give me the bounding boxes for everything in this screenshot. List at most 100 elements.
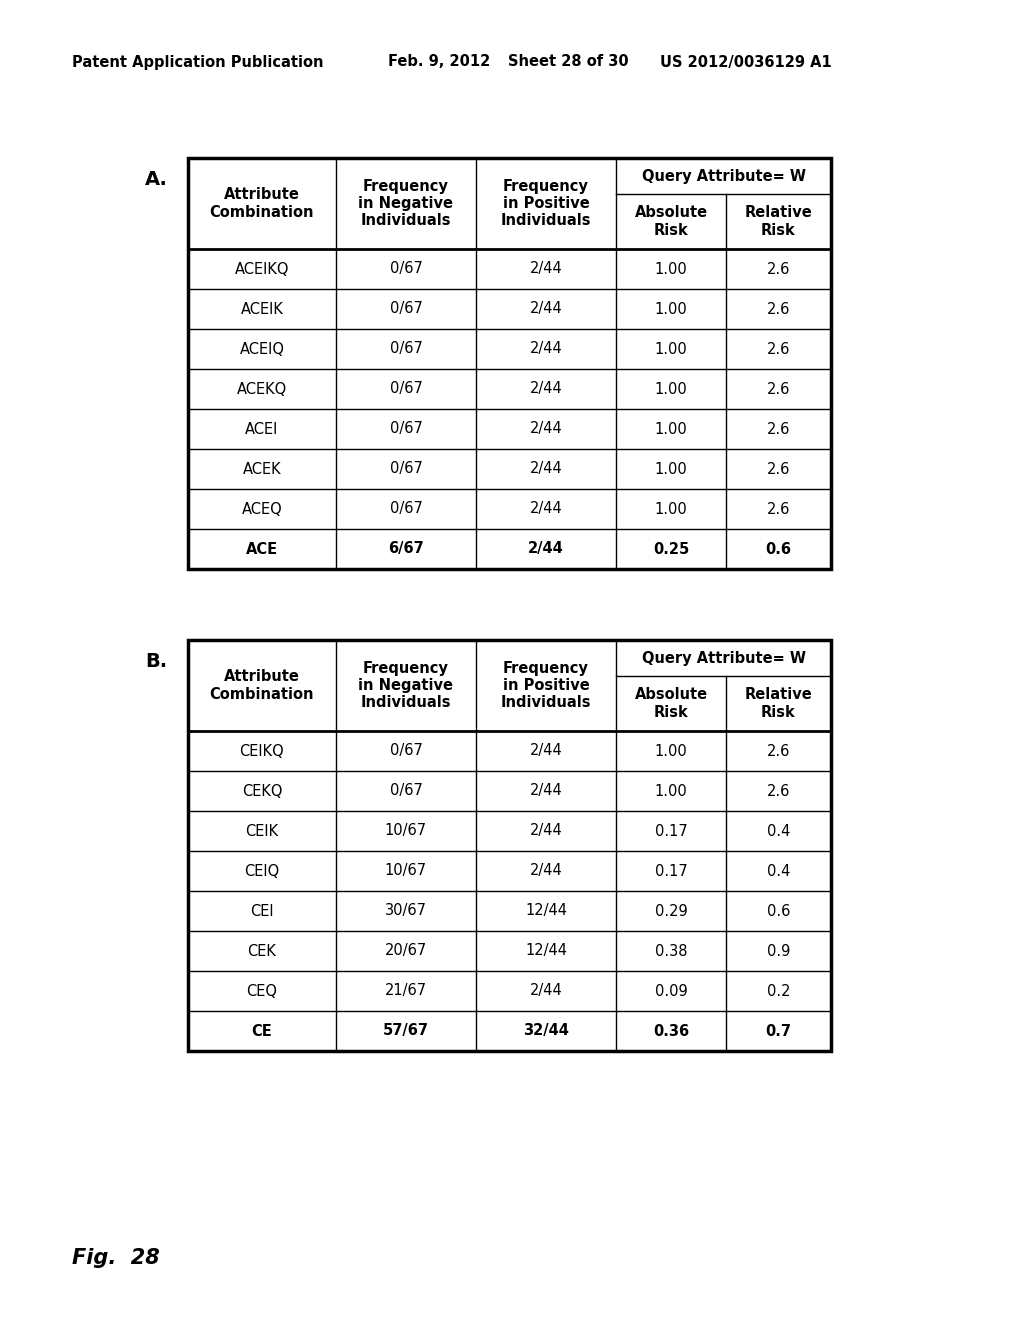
Text: 2/44: 2/44: [529, 342, 562, 356]
Text: 0/67: 0/67: [389, 261, 423, 276]
Text: 10/67: 10/67: [385, 863, 427, 879]
Text: 2/44: 2/44: [529, 502, 562, 516]
Text: B.: B.: [145, 652, 167, 671]
Text: 2/44: 2/44: [529, 301, 562, 317]
Text: 0/67: 0/67: [389, 381, 423, 396]
Text: 2.6: 2.6: [767, 784, 791, 799]
Text: Sheet 28 of 30: Sheet 28 of 30: [508, 54, 629, 70]
Text: ACEK: ACEK: [243, 462, 282, 477]
Text: 0.09: 0.09: [654, 983, 687, 998]
Text: 6/67: 6/67: [388, 541, 424, 557]
Text: Fig.  28: Fig. 28: [72, 1247, 160, 1269]
Text: 1.00: 1.00: [654, 301, 687, 317]
Text: 2/44: 2/44: [529, 784, 562, 799]
Text: Absolute
Risk: Absolute Risk: [635, 206, 708, 238]
Text: CEKQ: CEKQ: [242, 784, 283, 799]
Text: 0/67: 0/67: [389, 502, 423, 516]
Text: 2.6: 2.6: [767, 301, 791, 317]
Text: 0.17: 0.17: [654, 824, 687, 838]
Text: 2.6: 2.6: [767, 381, 791, 396]
Text: Frequency
in Negative
Individuals: Frequency in Negative Individuals: [358, 660, 454, 710]
Text: ACEKQ: ACEKQ: [237, 381, 287, 396]
Text: CEIQ: CEIQ: [245, 863, 280, 879]
Text: 1.00: 1.00: [654, 743, 687, 759]
Text: 0.6: 0.6: [767, 903, 791, 919]
Text: 2/44: 2/44: [529, 743, 562, 759]
Text: Query Attribute= W: Query Attribute= W: [641, 651, 806, 665]
Text: CEK: CEK: [248, 944, 276, 958]
Text: 1.00: 1.00: [654, 421, 687, 437]
Text: 0.9: 0.9: [767, 944, 791, 958]
Text: 20/67: 20/67: [385, 944, 427, 958]
Text: 0.25: 0.25: [653, 541, 689, 557]
Text: 1.00: 1.00: [654, 462, 687, 477]
Text: 2/44: 2/44: [529, 462, 562, 477]
Text: 12/44: 12/44: [525, 944, 567, 958]
Text: US 2012/0036129 A1: US 2012/0036129 A1: [660, 54, 831, 70]
Text: ACE: ACE: [246, 541, 279, 557]
Text: Frequency
in Positive
Individuals: Frequency in Positive Individuals: [501, 178, 591, 228]
Text: 0.4: 0.4: [767, 824, 791, 838]
Text: 1.00: 1.00: [654, 784, 687, 799]
Text: 1.00: 1.00: [654, 502, 687, 516]
Text: 1.00: 1.00: [654, 261, 687, 276]
Text: 2/44: 2/44: [529, 381, 562, 396]
Text: 30/67: 30/67: [385, 903, 427, 919]
Text: A.: A.: [144, 170, 168, 189]
Text: 2/44: 2/44: [529, 261, 562, 276]
Text: Attribute
Combination: Attribute Combination: [210, 187, 314, 219]
Text: 0/67: 0/67: [389, 462, 423, 477]
Text: 0/67: 0/67: [389, 301, 423, 317]
Text: 0/67: 0/67: [389, 743, 423, 759]
Text: Feb. 9, 2012: Feb. 9, 2012: [388, 54, 490, 70]
Text: ACEIKQ: ACEIKQ: [234, 261, 289, 276]
Text: ACEIK: ACEIK: [241, 301, 284, 317]
Text: 32/44: 32/44: [523, 1023, 569, 1039]
Text: ACEQ: ACEQ: [242, 502, 283, 516]
Text: 2.6: 2.6: [767, 502, 791, 516]
Text: 0.38: 0.38: [654, 944, 687, 958]
Bar: [188, 158, 831, 569]
Text: 2.6: 2.6: [767, 342, 791, 356]
Text: 0/67: 0/67: [389, 784, 423, 799]
Text: 2/44: 2/44: [529, 983, 562, 998]
Text: CEIK: CEIK: [246, 824, 279, 838]
Text: Attribute
Combination: Attribute Combination: [210, 669, 314, 702]
Text: Query Attribute= W: Query Attribute= W: [641, 169, 806, 183]
Text: ACEI: ACEI: [246, 421, 279, 437]
Text: Absolute
Risk: Absolute Risk: [635, 688, 708, 719]
Text: CEQ: CEQ: [247, 983, 278, 998]
Text: 2.6: 2.6: [767, 421, 791, 437]
Text: 2/44: 2/44: [529, 421, 562, 437]
Text: 10/67: 10/67: [385, 824, 427, 838]
Text: 57/67: 57/67: [383, 1023, 429, 1039]
Text: 2.6: 2.6: [767, 261, 791, 276]
Text: 0.17: 0.17: [654, 863, 687, 879]
Text: 2/44: 2/44: [529, 863, 562, 879]
Text: ACEIQ: ACEIQ: [240, 342, 285, 356]
Text: 1.00: 1.00: [654, 381, 687, 396]
Text: Frequency
in Negative
Individuals: Frequency in Negative Individuals: [358, 178, 454, 228]
Text: 1.00: 1.00: [654, 342, 687, 356]
Text: 0/67: 0/67: [389, 342, 423, 356]
Text: Frequency
in Positive
Individuals: Frequency in Positive Individuals: [501, 660, 591, 710]
Text: 0.2: 0.2: [767, 983, 791, 998]
Text: Patent Application Publication: Patent Application Publication: [72, 54, 324, 70]
Text: 12/44: 12/44: [525, 903, 567, 919]
Text: 0.6: 0.6: [766, 541, 792, 557]
Text: CEIKQ: CEIKQ: [240, 743, 285, 759]
Text: 0/67: 0/67: [389, 421, 423, 437]
Text: 0.36: 0.36: [653, 1023, 689, 1039]
Text: 0.29: 0.29: [654, 903, 687, 919]
Text: 0.7: 0.7: [766, 1023, 792, 1039]
Text: 2.6: 2.6: [767, 743, 791, 759]
Text: CEI: CEI: [250, 903, 273, 919]
Bar: [188, 640, 831, 1051]
Text: 2/44: 2/44: [528, 541, 564, 557]
Text: 0.4: 0.4: [767, 863, 791, 879]
Text: 21/67: 21/67: [385, 983, 427, 998]
Text: CE: CE: [252, 1023, 272, 1039]
Text: 2/44: 2/44: [529, 824, 562, 838]
Text: Relative
Risk: Relative Risk: [744, 688, 812, 719]
Text: Relative
Risk: Relative Risk: [744, 206, 812, 238]
